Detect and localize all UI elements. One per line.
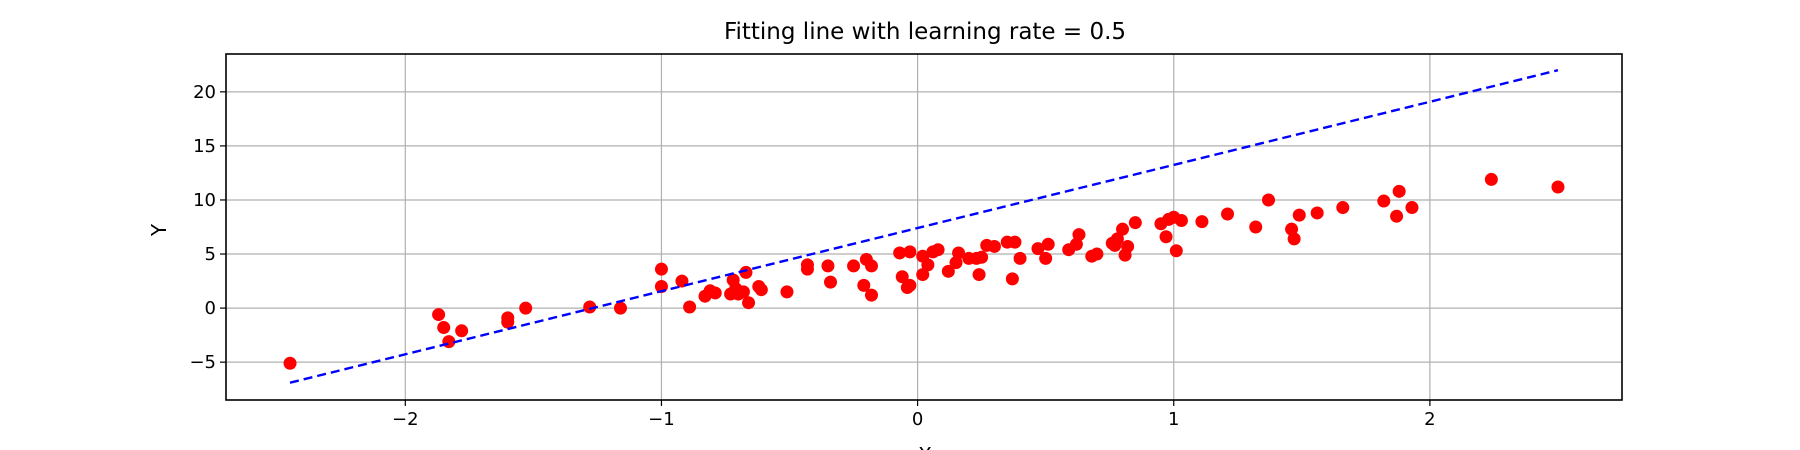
scatter-point — [1249, 220, 1263, 234]
scatter-point — [583, 300, 597, 314]
scatter-point — [283, 356, 297, 370]
scatter-point — [613, 301, 627, 315]
scatter-point — [736, 285, 750, 299]
scatter-point — [683, 300, 697, 314]
scatter-point — [1116, 222, 1130, 236]
scatter-point — [1041, 237, 1055, 251]
scatter-point — [903, 245, 917, 259]
scatter-point — [921, 258, 935, 272]
x-tick-label: 0 — [912, 409, 923, 430]
x-tick-label: 1 — [1168, 409, 1179, 430]
scatter-point — [916, 268, 930, 282]
y-tick-label: 15 — [193, 136, 216, 157]
scatter-point — [1377, 194, 1391, 208]
scatter-point — [437, 321, 451, 335]
scatter-point — [987, 239, 1001, 253]
plot-area-frame — [225, 53, 1623, 401]
scatter-point — [800, 262, 814, 276]
scatter-point — [780, 285, 794, 299]
scatter-point — [455, 324, 469, 338]
y-tick-label: 20 — [193, 82, 216, 103]
scatter-point — [1551, 180, 1565, 194]
y-tick-label: 5 — [205, 244, 216, 265]
x-tick-label: −2 — [392, 409, 419, 430]
chart-title: Fitting line with learning rate = 0.5 — [724, 19, 1126, 45]
scatter-point — [941, 264, 955, 278]
x-axis-title: X — [918, 443, 932, 450]
fitted-line — [289, 69, 1559, 384]
scatter-point — [1128, 216, 1142, 230]
scatter-point — [501, 311, 515, 325]
scatter-point — [754, 283, 768, 297]
scatter-point — [432, 308, 446, 322]
scatter-point — [864, 288, 878, 302]
scatter-point — [1159, 230, 1173, 244]
scatter-point — [864, 259, 878, 273]
y-tick-label: 10 — [193, 190, 216, 211]
x-tick-label: −1 — [648, 409, 675, 430]
scatter-point — [857, 278, 871, 292]
scatter-point — [654, 262, 668, 276]
y-tick-label: 0 — [205, 298, 216, 319]
scatter-point — [972, 268, 986, 282]
scatter-point — [1090, 247, 1104, 261]
scatter-point — [1310, 206, 1324, 220]
scatter-point — [1195, 215, 1209, 229]
scatter-point — [949, 256, 963, 270]
scatter-point — [931, 243, 945, 257]
scatter-point — [893, 246, 907, 260]
y-axis-title: Y — [147, 223, 171, 237]
scatter-point — [1013, 251, 1027, 265]
scatter-point — [708, 286, 722, 300]
scatter-point — [1336, 201, 1350, 215]
x-tick-label: 2 — [1424, 409, 1435, 430]
scatter-point — [1285, 222, 1299, 236]
scatter-point — [821, 259, 835, 273]
scatter-point — [1262, 193, 1276, 207]
scatter-point — [742, 296, 756, 310]
scatter-point — [519, 301, 533, 315]
scatter-point — [903, 278, 917, 292]
scatter-point — [1121, 239, 1135, 253]
scatter-point — [1405, 201, 1419, 215]
tick-layer: −2 −1 0 1 2 −5 0 5 10 15 20 — [189, 82, 1435, 430]
scatter-point — [952, 246, 966, 260]
scatter-point — [1031, 242, 1045, 256]
scatter-point — [1484, 172, 1498, 186]
scatter-point — [895, 270, 909, 284]
scatter-point — [739, 265, 753, 279]
scatter-point — [1072, 228, 1086, 242]
scatter-point — [824, 275, 838, 289]
scatter-point — [1287, 232, 1301, 246]
scatter-point — [1005, 272, 1019, 286]
scatter-point — [1174, 214, 1188, 228]
scatter-point — [1292, 208, 1306, 222]
scatter-point — [1390, 209, 1404, 223]
scatter-point — [1069, 237, 1083, 251]
scatter-point — [1221, 207, 1235, 221]
data-layer — [283, 69, 1565, 384]
y-tick-label: −5 — [189, 352, 216, 373]
scatter-point — [1039, 251, 1053, 265]
scatter-point — [847, 259, 861, 273]
scatter-point — [1169, 244, 1183, 258]
scatter-point — [1110, 232, 1124, 246]
scatter-point — [1008, 235, 1022, 249]
scatter-point — [975, 250, 989, 264]
scatter-point — [1392, 184, 1406, 198]
